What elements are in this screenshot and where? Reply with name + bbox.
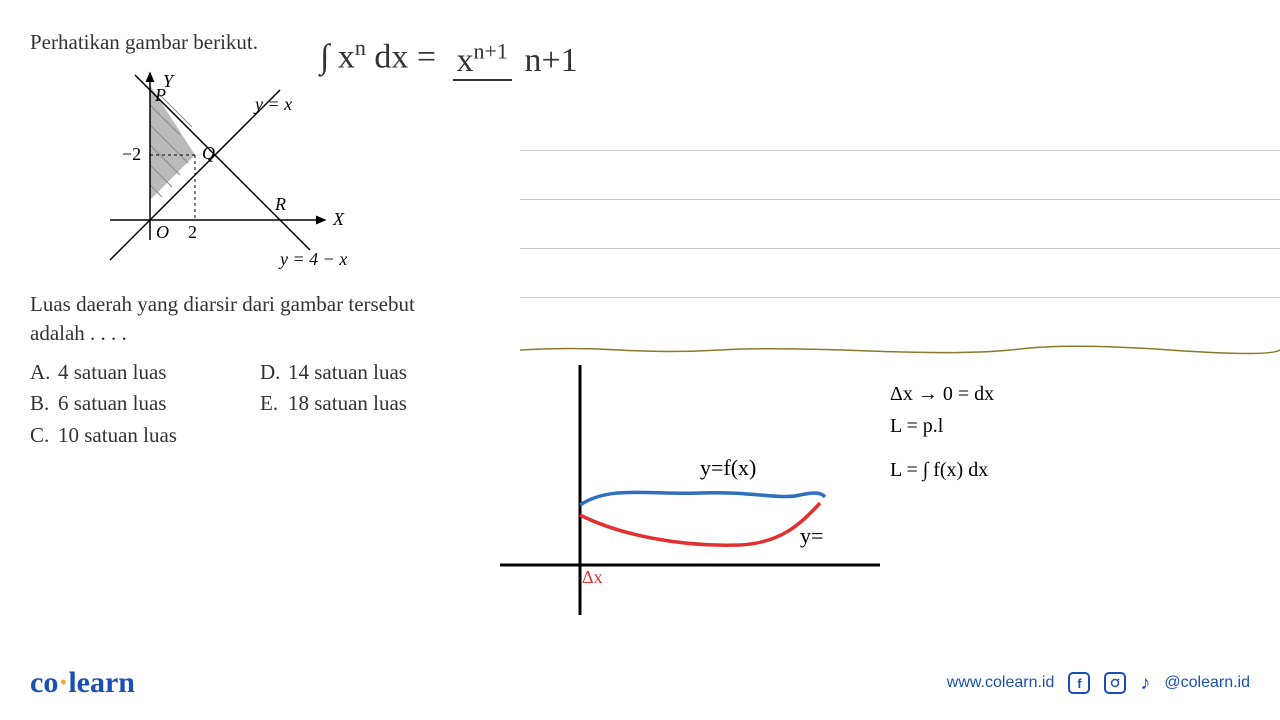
ruled-background	[520, 150, 1280, 346]
svg-text:X: X	[332, 209, 345, 229]
tiktok-icon: ♪	[1140, 672, 1150, 695]
option-C: C.10 satuan luas	[30, 420, 260, 452]
note-line3: L = ∫ f(x) dx	[890, 454, 994, 486]
logo-pre: co	[30, 666, 58, 699]
answer-options: A.4 satuan luas D.14 satuan luas B.6 sat…	[30, 357, 520, 452]
footer-url: www.colearn.id	[947, 674, 1055, 692]
option-D-text: 14 satuan luas	[288, 360, 407, 384]
logo-dot: ·	[58, 666, 68, 699]
colearn-logo: co·learn	[30, 666, 135, 700]
svg-text:O: O	[156, 222, 169, 242]
footer-handle: @colearn.id	[1164, 674, 1250, 692]
integral-symbol: ∫	[320, 38, 329, 75]
formula-frac-top-exp: n+1	[474, 39, 508, 64]
option-A: A.4 satuan luas	[30, 357, 260, 389]
svg-text:R: R	[274, 194, 286, 214]
option-A-text: 4 satuan luas	[58, 360, 166, 384]
svg-text:Δx: Δx	[582, 567, 603, 587]
logo-post: learn	[68, 666, 135, 699]
instagram-icon	[1104, 672, 1126, 694]
note-line2: L = p.l	[890, 410, 994, 442]
handwritten-notes: Δx → 0 = dx L = p.l L = ∫ f(x) dx	[890, 378, 994, 486]
question-stem-line2: adalah . . . .	[30, 321, 127, 345]
wavy-divider	[520, 345, 1280, 355]
option-B-text: 6 satuan luas	[58, 391, 166, 415]
svg-text:2: 2	[188, 222, 197, 242]
option-D: D.14 satuan luas	[260, 357, 490, 389]
formula-exp-n: n	[355, 35, 366, 60]
svg-text:−2: −2	[122, 144, 141, 164]
svg-text:Q: Q	[202, 143, 215, 163]
svg-text:y = 4 − x: y = 4 − x	[278, 249, 347, 269]
note-line1: Δx → 0 = dx	[890, 378, 994, 410]
svg-text:y = x: y = x	[253, 94, 292, 114]
integral-formula: ∫ xn dx = xn+1 n+1	[320, 35, 582, 80]
question-stem: Luas daerah yang diarsir dari gambar ter…	[30, 290, 520, 349]
option-E: E.18 satuan luas	[260, 388, 490, 420]
formula-dx: dx	[374, 38, 408, 75]
facebook-icon: f	[1068, 672, 1090, 694]
area-under-curve-graph: y=f(x) y= Δx	[500, 365, 900, 625]
svg-text:P: P	[154, 85, 166, 105]
formula-frac-top-x: x	[457, 42, 474, 79]
problem-figure: −2 Y X P Q R O 2 y = x y = 4 − x	[80, 65, 380, 275]
footer: co·learn www.colearn.id f ♪ @colearn.id	[0, 666, 1280, 700]
option-E-text: 18 satuan luas	[288, 391, 407, 415]
option-B: B.6 satuan luas	[30, 388, 260, 420]
svg-text:y=f(x): y=f(x)	[700, 455, 756, 480]
option-C-text: 10 satuan luas	[58, 423, 177, 447]
formula-frac-bot: n+1	[520, 42, 581, 79]
formula-equals: =	[417, 38, 436, 75]
question-stem-line1: Luas daerah yang diarsir dari gambar ter…	[30, 292, 415, 316]
formula-x: x	[338, 38, 355, 75]
svg-text:y=: y=	[800, 523, 823, 548]
